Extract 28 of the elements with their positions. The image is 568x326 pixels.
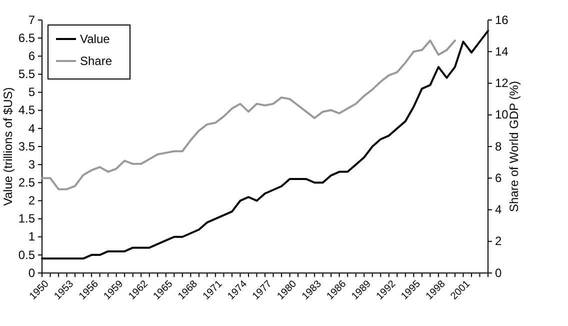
y-tick-label: 7 bbox=[28, 12, 36, 27]
y-tick-label: 5.5 bbox=[18, 67, 36, 82]
y-tick-label: 6 bbox=[28, 48, 36, 63]
y2-tick-label: 14 bbox=[495, 44, 509, 58]
y-tick-label: 2 bbox=[28, 194, 36, 208]
y-tick-label: 0 bbox=[28, 266, 36, 280]
y2-tick-label: 4 bbox=[495, 202, 502, 217]
y-tick-label: 5 bbox=[28, 85, 36, 100]
y-tick-label: 3 bbox=[28, 157, 36, 172]
y-tick-label: 1 bbox=[28, 230, 36, 244]
legend-label: Share bbox=[80, 54, 112, 68]
y2-tick-label: 0 bbox=[495, 266, 502, 280]
y2-tick-label: 8 bbox=[495, 139, 502, 154]
legend-label: Value bbox=[80, 32, 110, 46]
y-tick-label: 6.5 bbox=[18, 30, 36, 45]
y2-tick-label: 6 bbox=[495, 170, 502, 185]
y-tick-label: 3.5 bbox=[18, 139, 36, 154]
y-tick-label: 4.5 bbox=[18, 103, 36, 118]
y2-tick-label: 12 bbox=[495, 76, 509, 90]
y2-tick-label: 2 bbox=[495, 234, 502, 248]
y2-axis-title: Share of World GDP (%) bbox=[507, 81, 521, 212]
y-tick-label: 1.5 bbox=[18, 212, 36, 226]
y2-tick-label: 16 bbox=[495, 12, 509, 27]
y2-tick-label: 10 bbox=[495, 108, 509, 122]
y-tick-label: 4 bbox=[28, 121, 36, 136]
y-axis-title: Value (trillions of $US) bbox=[1, 87, 15, 206]
y-tick-label: 0.5 bbox=[18, 248, 36, 262]
y-tick-label: 2.5 bbox=[18, 175, 36, 190]
